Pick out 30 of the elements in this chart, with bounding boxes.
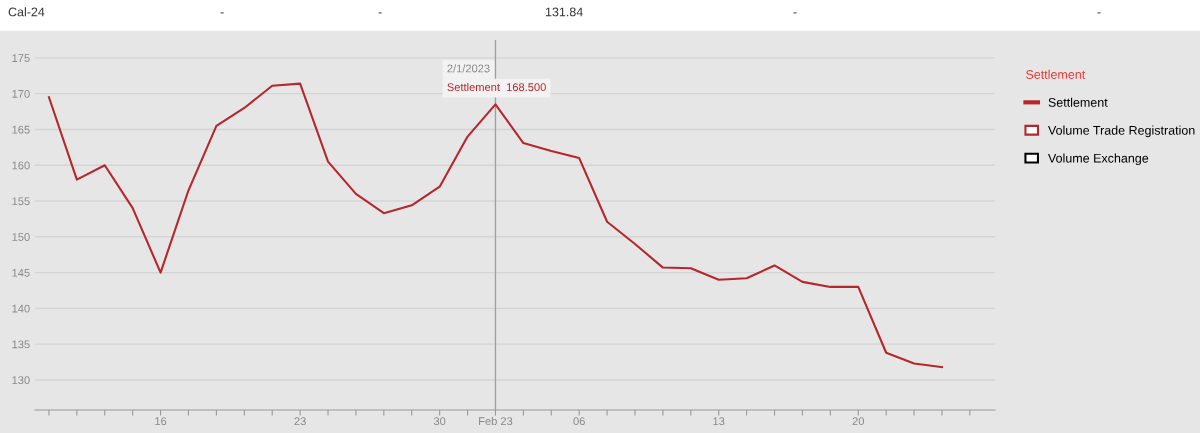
text: - bbox=[793, 12, 797, 14]
y-tick-label: 135 bbox=[12, 340, 30, 349]
text: - bbox=[220, 12, 224, 14]
text: 131.84 bbox=[545, 7, 583, 17]
x-tick-label: 23 bbox=[294, 417, 306, 426]
y-tick-label: 175 bbox=[12, 54, 30, 63]
line-series bbox=[47, 82, 944, 369]
y-tick-label: 145 bbox=[12, 268, 30, 277]
y-tick-label: 140 bbox=[12, 304, 30, 313]
x-tick-label: 06 bbox=[573, 417, 585, 426]
x-tick-label: 30 bbox=[433, 417, 446, 426]
y-tick-label: 165 bbox=[12, 125, 30, 134]
y-tick-label: 130 bbox=[12, 376, 30, 385]
text: - bbox=[378, 12, 382, 14]
y-tick-label: 160 bbox=[12, 161, 30, 170]
text: - bbox=[1097, 12, 1101, 14]
legend-label: Volume Trade Registration bbox=[1048, 125, 1195, 138]
legend-title: Settlement bbox=[1026, 69, 1086, 79]
annotation: Settlement 168.500 bbox=[447, 82, 546, 92]
x-tick-label: Feb 23 bbox=[479, 416, 513, 426]
annotation: 2/1/2023 bbox=[447, 64, 490, 73]
x-tick-label: 20 bbox=[852, 417, 864, 426]
y-tick-label: 155 bbox=[12, 197, 30, 206]
y-tick-label: 150 bbox=[12, 233, 30, 241]
legend-label: Volume Exchange bbox=[1048, 153, 1149, 166]
y-tick-label: 170 bbox=[12, 89, 30, 98]
legend-label: Settlement bbox=[1048, 97, 1108, 107]
x-tick-label: 13 bbox=[713, 417, 725, 426]
x-tick-label: 16 bbox=[155, 417, 167, 426]
text: Cal-24 bbox=[8, 7, 45, 17]
